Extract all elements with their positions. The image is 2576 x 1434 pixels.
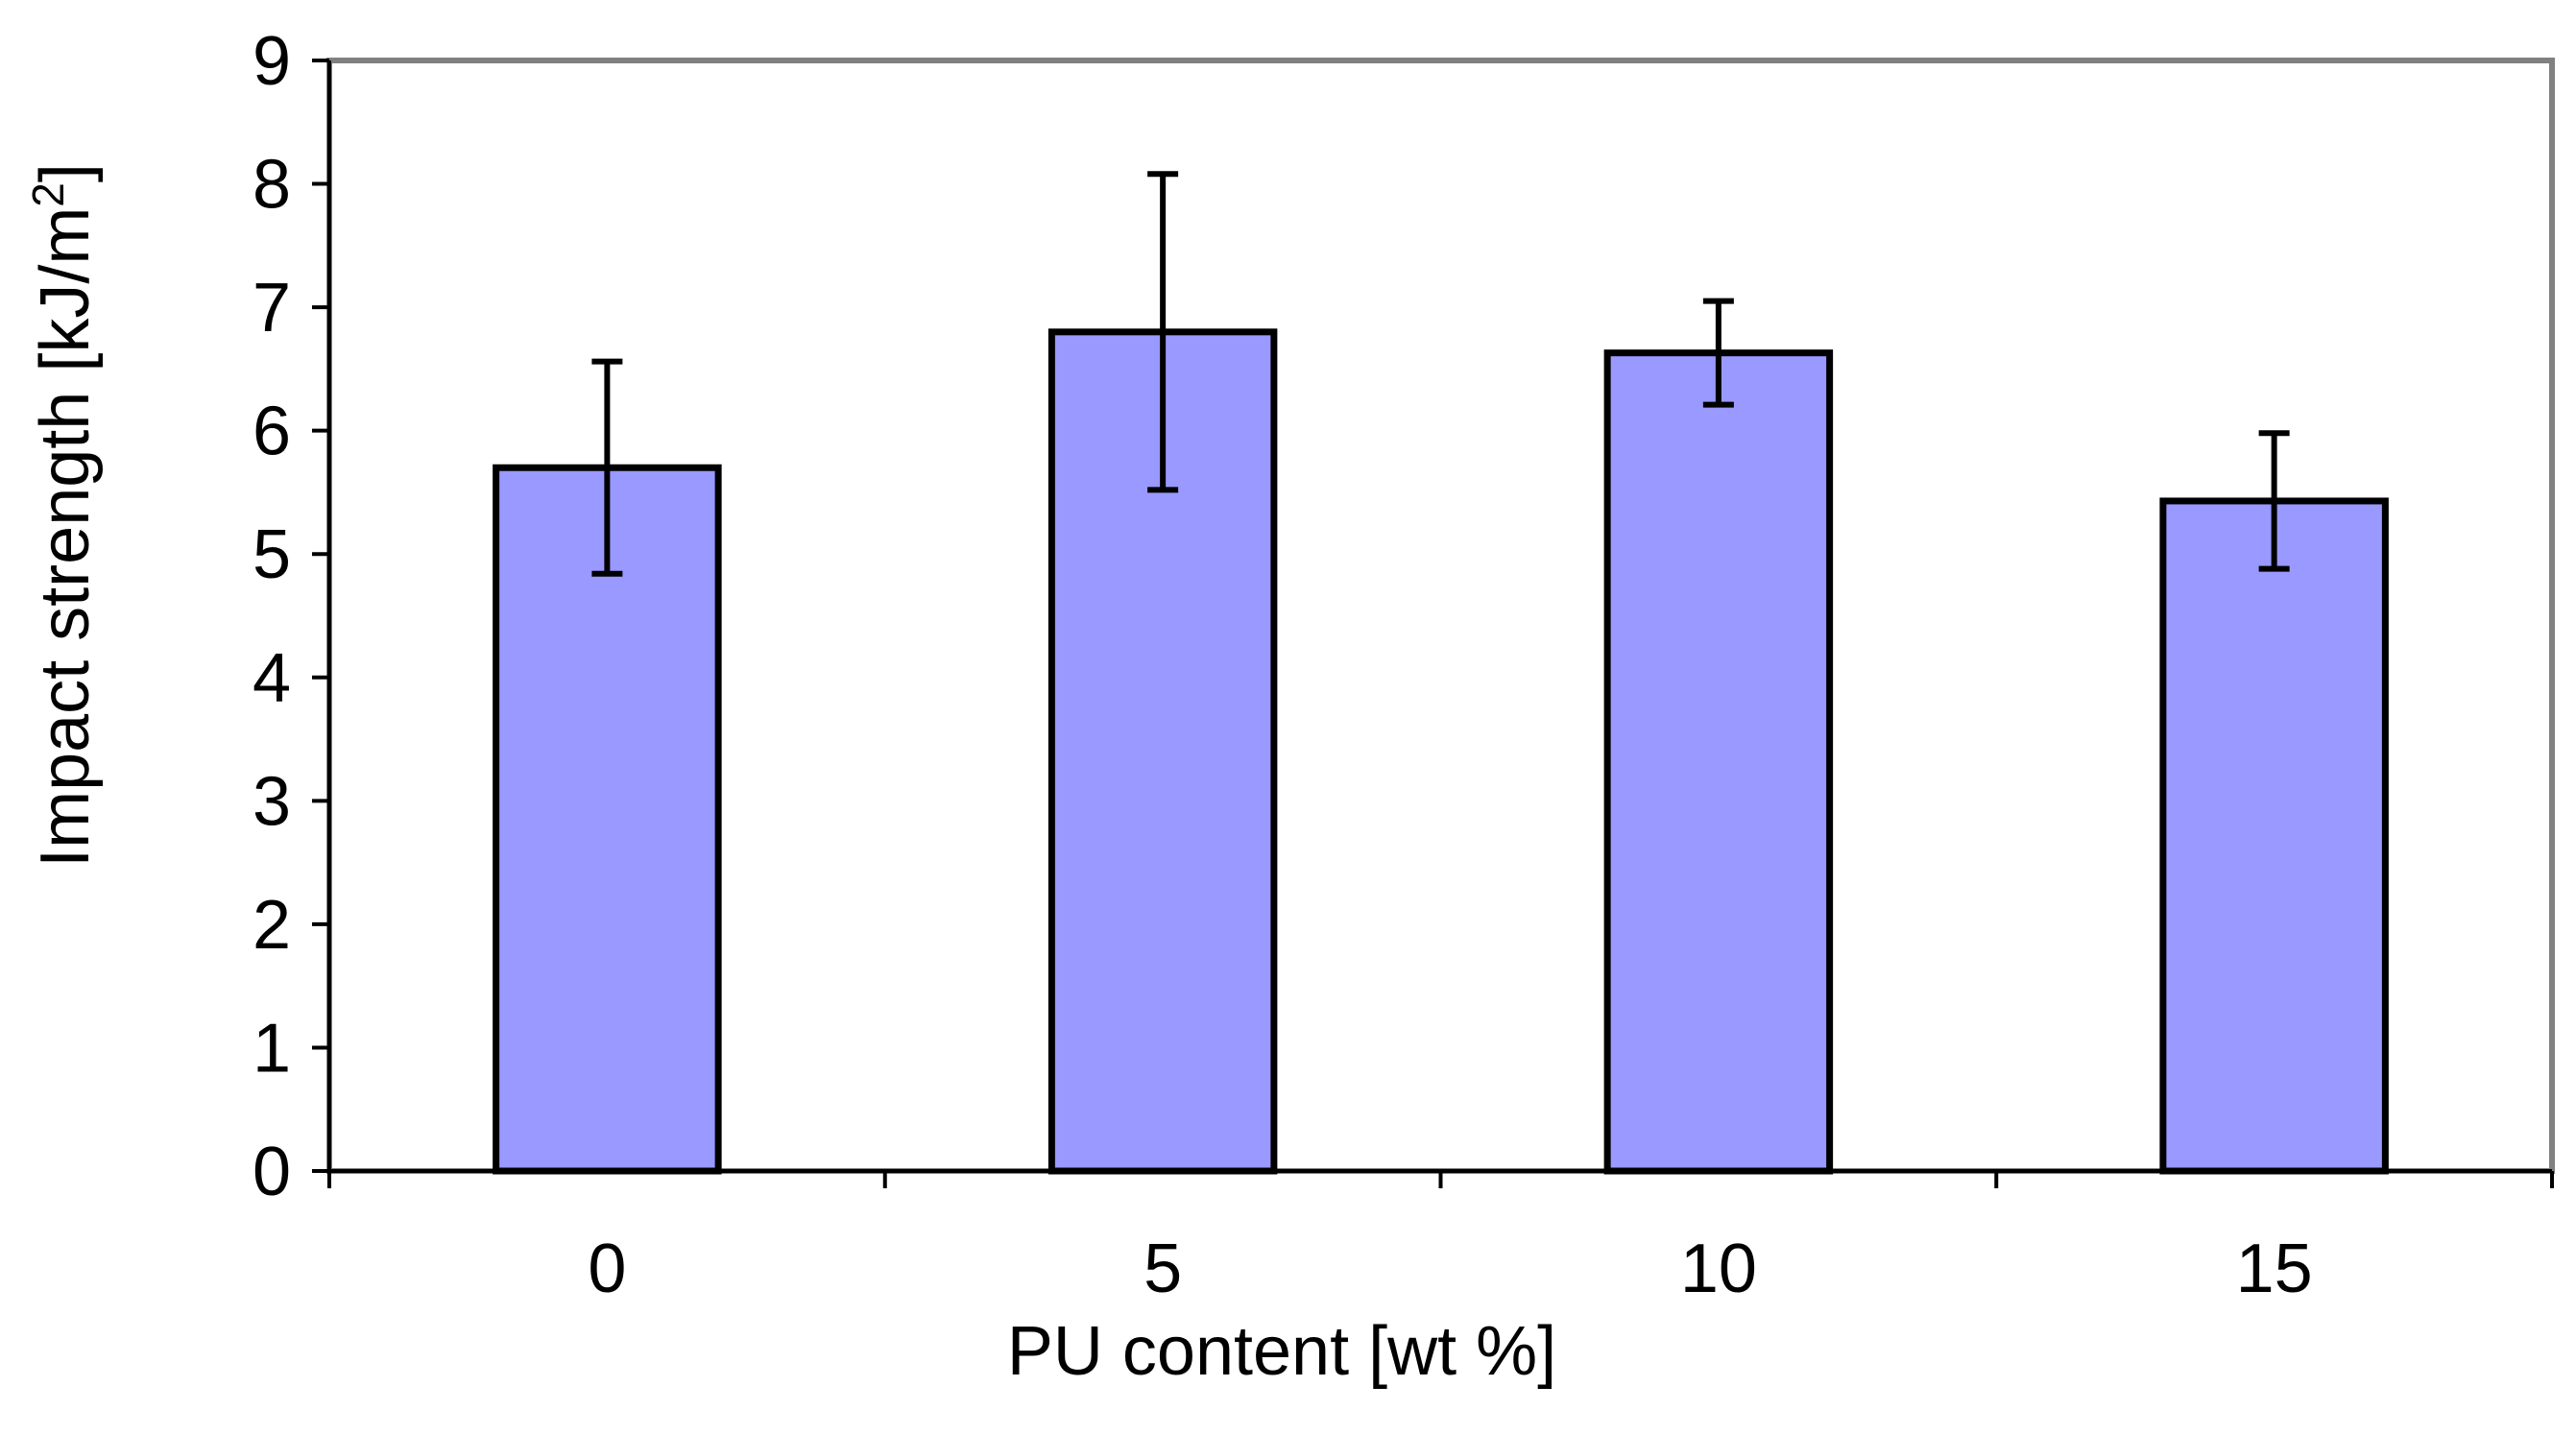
x-axis-label: PU content [wt %] xyxy=(1007,1313,1556,1390)
bar xyxy=(2159,497,2389,1175)
x-tick-label: 10 xyxy=(1680,1231,1757,1307)
y-tick-label: 3 xyxy=(253,763,291,840)
error-bar xyxy=(1702,298,1734,408)
x-tick-label: 15 xyxy=(2236,1231,2313,1307)
y-tick-label: 6 xyxy=(253,394,291,470)
y-tick-label: 7 xyxy=(253,270,291,347)
error-bar xyxy=(1147,171,1179,493)
y-axis-label: Impact strength [kJ/m2] xyxy=(23,163,104,868)
y-tick-label: 1 xyxy=(253,1010,291,1087)
bars-layer xyxy=(493,328,2389,1175)
x-tick-label: 0 xyxy=(588,1231,626,1307)
axes-layer xyxy=(312,59,2554,1188)
bar xyxy=(1603,349,1834,1175)
y-tick-label: 4 xyxy=(253,640,291,717)
y-tick-label: 8 xyxy=(253,147,291,224)
error-bar xyxy=(591,358,623,577)
y-tick-label: 5 xyxy=(253,516,291,593)
y-tick-label: 2 xyxy=(253,887,291,964)
x-tick-label: 5 xyxy=(1144,1231,1182,1307)
error-bar xyxy=(2258,430,2290,572)
y-tick-labels: 0 1 2 3 4 5 6 7 8 9 xyxy=(253,23,291,1210)
y-tick-label: 9 xyxy=(253,23,291,100)
error-bars-layer xyxy=(591,171,2290,577)
y-tick-label: 0 xyxy=(253,1134,291,1210)
x-tick-labels: 0 5 10 15 xyxy=(588,1231,2312,1307)
